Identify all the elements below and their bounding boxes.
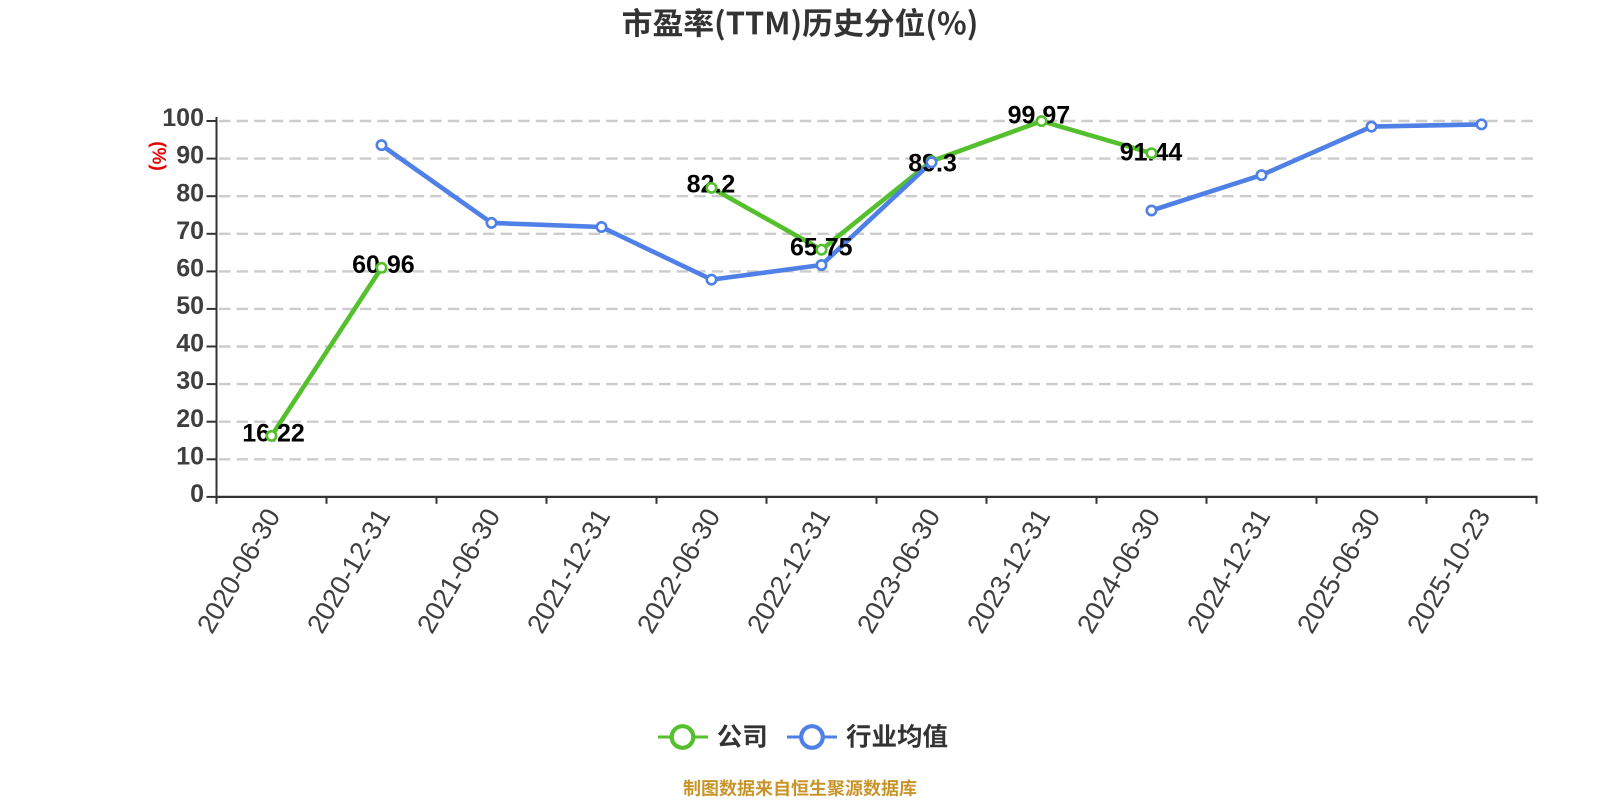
svg-text:2024-06-30: 2024-06-30 xyxy=(1071,504,1166,639)
svg-text:2020-12-31: 2020-12-31 xyxy=(301,504,396,639)
svg-text:2022-06-30: 2022-06-30 xyxy=(631,504,726,639)
svg-text:2024-12-31: 2024-12-31 xyxy=(1181,504,1276,639)
svg-text:2022-12-31: 2022-12-31 xyxy=(741,504,836,639)
svg-text:10: 10 xyxy=(176,442,204,470)
svg-text:90: 90 xyxy=(176,142,204,170)
svg-text:(%): (%) xyxy=(148,141,169,171)
svg-text:60: 60 xyxy=(176,255,204,283)
svg-text:2025-06-30: 2025-06-30 xyxy=(1291,504,1386,639)
svg-text:0: 0 xyxy=(190,480,204,508)
svg-text:2020-06-30: 2020-06-30 xyxy=(191,504,286,639)
svg-text:70: 70 xyxy=(176,217,204,245)
svg-text:30: 30 xyxy=(176,367,204,395)
svg-text:50: 50 xyxy=(176,292,204,320)
svg-text:2023-12-31: 2023-12-31 xyxy=(961,504,1056,639)
svg-text:2021-12-31: 2021-12-31 xyxy=(521,504,616,639)
svg-text:20: 20 xyxy=(176,405,204,433)
svg-text:2025-10-23: 2025-10-23 xyxy=(1401,504,1496,639)
svg-text:80: 80 xyxy=(176,179,204,207)
svg-text:2021-06-30: 2021-06-30 xyxy=(411,504,506,639)
svg-text:40: 40 xyxy=(176,330,204,358)
svg-text:2023-06-30: 2023-06-30 xyxy=(851,504,946,639)
svg-text:100: 100 xyxy=(162,104,204,132)
